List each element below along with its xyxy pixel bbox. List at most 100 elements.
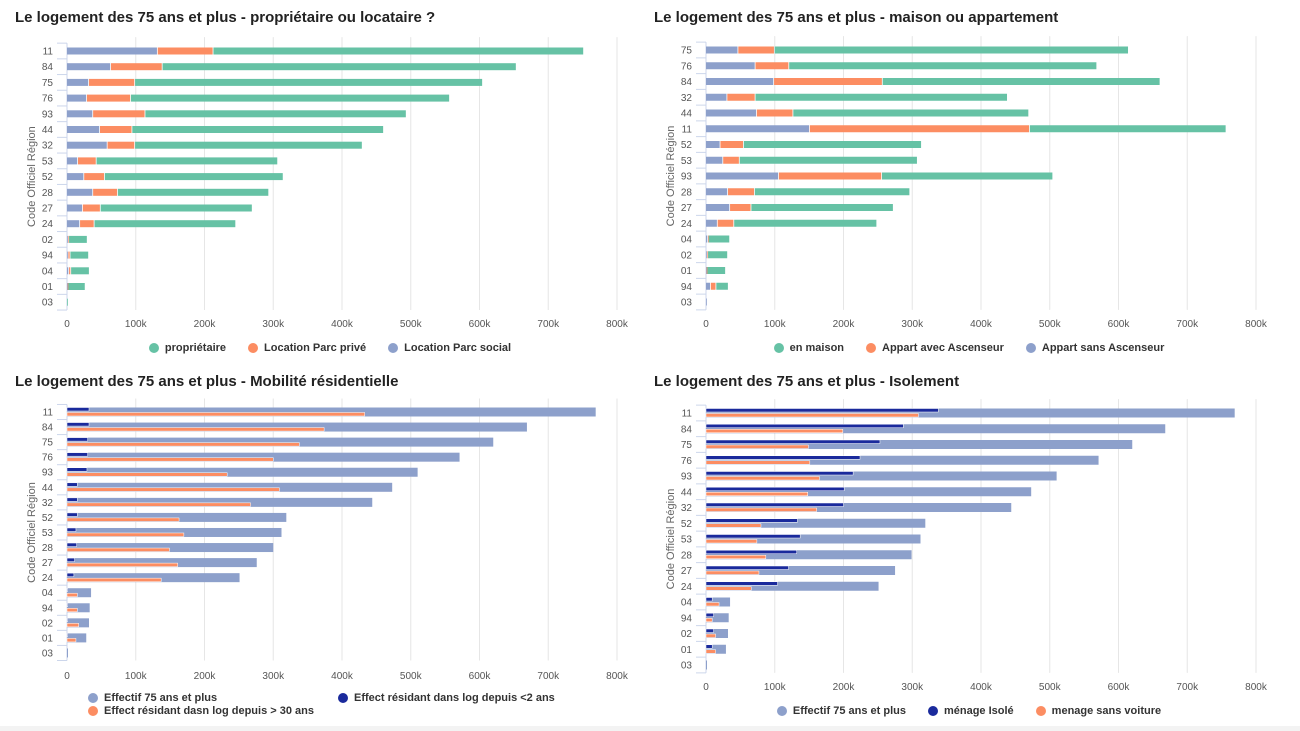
- bar-secondary[interactable]: [66, 407, 90, 412]
- bar-segment[interactable]: [68, 235, 70, 243]
- bar-tertiary[interactable]: [705, 570, 760, 575]
- bar-secondary[interactable]: [66, 527, 77, 532]
- legend-item[interactable]: Effect résidant dans log depuis <2 ans: [338, 692, 598, 704]
- bar-segment[interactable]: [67, 78, 89, 86]
- bar-tertiary[interactable]: [705, 539, 758, 544]
- bar-tertiary[interactable]: [705, 633, 716, 638]
- bar-segment[interactable]: [774, 46, 1129, 54]
- bar-secondary[interactable]: [705, 439, 881, 444]
- bar-tertiary[interactable]: [705, 429, 844, 433]
- bar-segment[interactable]: [706, 267, 707, 274]
- bar-segment[interactable]: [89, 78, 135, 86]
- bar-segment[interactable]: [67, 126, 100, 133]
- bar-segment[interactable]: [751, 204, 893, 211]
- bar-total[interactable]: [67, 512, 287, 522]
- bar-segment[interactable]: [145, 110, 406, 118]
- bar-segment[interactable]: [96, 157, 278, 165]
- bar-segment[interactable]: [67, 188, 93, 196]
- bar-total[interactable]: [706, 629, 728, 638]
- bar-segment[interactable]: [162, 63, 516, 71]
- bar-segment[interactable]: [710, 282, 716, 290]
- bar-tertiary[interactable]: [705, 476, 820, 481]
- bar-segment[interactable]: [157, 47, 213, 55]
- bar-segment[interactable]: [68, 283, 85, 290]
- bar-segment[interactable]: [793, 109, 1029, 117]
- bar-total[interactable]: [67, 527, 282, 537]
- legend-item[interactable]: propriétaire: [148, 342, 226, 354]
- bar-total[interactable]: [67, 482, 393, 492]
- bar-tertiary[interactable]: [66, 427, 325, 432]
- bar-total[interactable]: [67, 422, 527, 432]
- bar-tertiary[interactable]: [705, 618, 713, 622]
- bar-tertiary[interactable]: [66, 623, 79, 628]
- bar-segment[interactable]: [706, 78, 774, 85]
- bar-tertiary[interactable]: [705, 586, 752, 591]
- bar-tertiary[interactable]: [66, 517, 180, 522]
- bar-tertiary[interactable]: [705, 602, 720, 607]
- bar-segment[interactable]: [739, 156, 917, 164]
- bar-secondary[interactable]: [66, 497, 78, 502]
- bar-total[interactable]: [706, 644, 726, 654]
- bar-segment[interactable]: [67, 204, 83, 212]
- bar-segment[interactable]: [67, 283, 69, 290]
- bar-segment[interactable]: [111, 63, 162, 71]
- bar-segment[interactable]: [69, 267, 71, 275]
- bar-total[interactable]: [706, 566, 896, 575]
- bar-segment[interactable]: [130, 94, 450, 102]
- bar-secondary[interactable]: [705, 518, 798, 523]
- bar-tertiary[interactable]: [705, 523, 762, 528]
- bar-segment[interactable]: [754, 188, 910, 196]
- bar-segment[interactable]: [706, 125, 810, 133]
- bar-total[interactable]: [67, 407, 596, 417]
- bar-segment[interactable]: [706, 251, 707, 259]
- bar-total[interactable]: [706, 424, 1166, 434]
- bar-segment[interactable]: [882, 78, 1160, 85]
- bar-secondary[interactable]: [66, 512, 78, 517]
- bar-segment[interactable]: [67, 251, 68, 259]
- bar-segment[interactable]: [716, 282, 728, 290]
- bar-total[interactable]: [67, 497, 373, 507]
- bar-segment[interactable]: [706, 109, 757, 117]
- bar-segment[interactable]: [706, 141, 720, 148]
- bar-segment[interactable]: [707, 251, 709, 259]
- bar-segment[interactable]: [708, 235, 709, 243]
- bar-segment[interactable]: [734, 219, 877, 227]
- bar-segment[interactable]: [706, 204, 730, 211]
- legend-item[interactable]: Location Parc social: [388, 342, 511, 354]
- bar-segment[interactable]: [67, 141, 107, 149]
- bar-total[interactable]: [67, 573, 240, 583]
- bar-segment[interactable]: [1029, 125, 1226, 133]
- bar-segment[interactable]: [84, 173, 105, 181]
- bar-tertiary[interactable]: [66, 547, 170, 552]
- bar-tertiary[interactable]: [705, 460, 811, 465]
- bar-total[interactable]: [706, 597, 731, 607]
- bar-segment[interactable]: [78, 157, 96, 165]
- bar-tertiary[interactable]: [66, 442, 300, 447]
- bar-secondary[interactable]: [705, 613, 714, 617]
- bar-segment[interactable]: [738, 46, 774, 54]
- bar-segment[interactable]: [67, 235, 68, 243]
- bar-total[interactable]: [67, 603, 90, 613]
- bar-tertiary[interactable]: [66, 457, 274, 462]
- bar-segment[interactable]: [70, 251, 89, 259]
- bar-secondary[interactable]: [66, 587, 68, 592]
- legend-item[interactable]: menage sans voiture: [1035, 705, 1161, 717]
- legend-item[interactable]: Effectif 75 ans et plus: [776, 705, 906, 717]
- bar-total[interactable]: [67, 558, 257, 568]
- bar-segment[interactable]: [882, 172, 1053, 180]
- bar-segment[interactable]: [706, 156, 723, 164]
- bar-total[interactable]: [706, 503, 1012, 512]
- bar-secondary[interactable]: [66, 467, 88, 472]
- bar-segment[interactable]: [67, 157, 78, 165]
- bar-secondary[interactable]: [705, 644, 713, 649]
- bar-segment[interactable]: [67, 283, 68, 290]
- bar-segment[interactable]: [755, 93, 1008, 101]
- bar-segment[interactable]: [706, 188, 728, 196]
- bar-segment[interactable]: [727, 93, 755, 101]
- bar-secondary[interactable]: [66, 482, 78, 487]
- bar-secondary[interactable]: [705, 550, 797, 554]
- bar-segment[interactable]: [107, 141, 135, 149]
- bar-segment[interactable]: [723, 156, 739, 164]
- bar-total[interactable]: [706, 613, 729, 623]
- legend-item[interactable]: Effect résidant dasn log depuis > 30 ans: [88, 705, 338, 717]
